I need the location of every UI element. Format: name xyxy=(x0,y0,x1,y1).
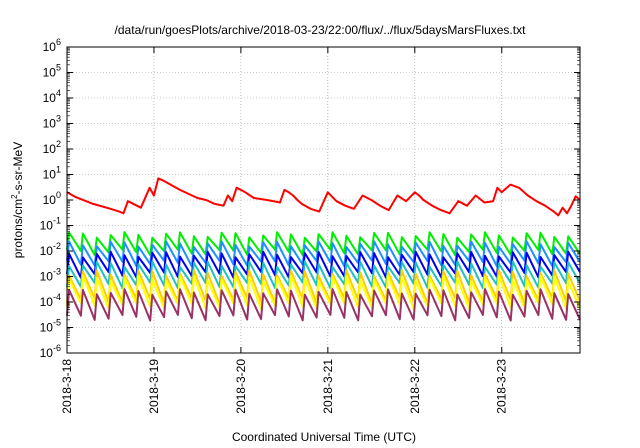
y-tick-label: 105 xyxy=(43,63,61,80)
y-axis-label-suffix: -s-sr-MeV xyxy=(11,142,25,195)
series-line xyxy=(66,260,581,290)
plot-frame xyxy=(66,46,581,354)
series-group xyxy=(66,177,581,322)
x-tick-label: 2018-3-23 xyxy=(495,359,509,414)
x-tick-label: 2018-3-21 xyxy=(321,359,335,414)
x-tick-label: 2018-3-18 xyxy=(60,359,74,414)
y-tick-label: 10-2 xyxy=(40,241,61,258)
series-line xyxy=(66,177,581,217)
y-tick-label: 102 xyxy=(43,139,61,156)
y-tick-label: 106 xyxy=(43,37,61,54)
y-tick-label: 10-3 xyxy=(40,267,61,284)
y-axis-label: protons/cm2-s-sr-MeV xyxy=(10,142,25,258)
y-tick-label: 10-1 xyxy=(40,216,61,233)
y-tick-group: 106 105 104 103 102 101 100 10-1 10-2 10-3 10-4 10-… xyxy=(40,37,580,360)
y-tick-label: 101 xyxy=(43,165,61,182)
x-tick-label: 2018-3-19 xyxy=(147,359,161,414)
y-axis-label-sup: 2 xyxy=(10,194,19,199)
x-tick-group: 2018-3-18 2018-3-19 2018-3-20 2018-3-21 2018… xyxy=(60,47,509,414)
series-line xyxy=(66,274,581,310)
x-tick-label: 2018-3-20 xyxy=(234,359,248,414)
y-tick-label: 10-6 xyxy=(40,343,61,360)
y-axis-label-prefix: protons/cm xyxy=(11,199,25,258)
y-tick-label: 103 xyxy=(43,114,61,131)
y-tick-label: 100 xyxy=(43,190,61,207)
x-tick-label: 2018-3-22 xyxy=(408,359,422,414)
y-tick-label: 10-5 xyxy=(40,318,61,335)
chart-title: /data/run/goesPlots/archive/2018-03-23/2… xyxy=(115,23,527,37)
series-line xyxy=(66,288,581,322)
y-tick-label: 104 xyxy=(43,88,61,105)
y-tick-label: 10-4 xyxy=(40,292,61,309)
x-axis-label: Coordinated Universal Time (UTC) xyxy=(232,430,416,444)
